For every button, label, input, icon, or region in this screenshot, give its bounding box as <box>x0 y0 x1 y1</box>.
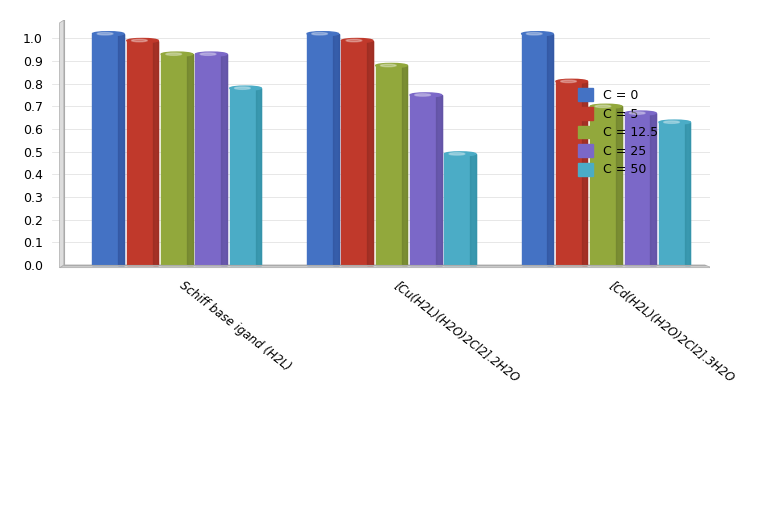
Ellipse shape <box>521 32 553 36</box>
Bar <box>548 34 553 265</box>
Bar <box>367 41 373 265</box>
Ellipse shape <box>92 32 124 36</box>
Bar <box>152 41 158 265</box>
Ellipse shape <box>629 112 645 114</box>
Bar <box>307 34 338 265</box>
Ellipse shape <box>307 32 338 36</box>
Ellipse shape <box>195 52 227 56</box>
Ellipse shape <box>556 80 588 84</box>
Ellipse shape <box>166 53 181 55</box>
Ellipse shape <box>624 111 656 115</box>
Ellipse shape <box>414 94 431 96</box>
Bar <box>651 113 656 265</box>
Bar <box>616 106 622 265</box>
Ellipse shape <box>561 80 577 83</box>
Ellipse shape <box>235 87 250 89</box>
Ellipse shape <box>200 53 216 55</box>
Bar <box>591 106 622 265</box>
Bar <box>436 95 441 265</box>
Ellipse shape <box>659 120 691 124</box>
Bar <box>624 113 656 265</box>
Bar <box>118 34 124 265</box>
Bar <box>341 41 373 265</box>
Ellipse shape <box>346 40 362 42</box>
Ellipse shape <box>664 121 679 123</box>
Bar <box>255 88 261 265</box>
Bar <box>333 34 338 265</box>
Polygon shape <box>59 265 712 268</box>
Bar <box>376 66 407 265</box>
Polygon shape <box>59 20 64 268</box>
Ellipse shape <box>410 93 441 97</box>
Bar <box>684 122 691 265</box>
Ellipse shape <box>341 38 373 43</box>
Bar <box>221 54 227 265</box>
Bar <box>659 122 691 265</box>
Ellipse shape <box>311 32 328 35</box>
Bar <box>401 66 407 265</box>
Ellipse shape <box>161 52 192 56</box>
Ellipse shape <box>526 32 542 35</box>
Ellipse shape <box>97 32 113 35</box>
Ellipse shape <box>381 64 396 67</box>
Bar <box>582 82 588 265</box>
Legend: C = 0, C = 5, C = 12.5, C = 25, C = 50: C = 0, C = 5, C = 12.5, C = 25, C = 50 <box>572 82 664 183</box>
Bar <box>470 154 476 265</box>
Bar <box>230 88 261 265</box>
Ellipse shape <box>591 104 622 108</box>
Bar <box>410 95 441 265</box>
Ellipse shape <box>444 152 476 156</box>
Bar <box>444 154 476 265</box>
Bar <box>92 34 124 265</box>
Bar <box>521 34 553 265</box>
Ellipse shape <box>595 105 611 108</box>
Ellipse shape <box>131 40 147 42</box>
Bar <box>195 54 227 265</box>
Ellipse shape <box>449 153 464 155</box>
Ellipse shape <box>376 64 407 68</box>
Ellipse shape <box>230 86 261 90</box>
Bar <box>127 41 158 265</box>
Bar <box>556 82 588 265</box>
Bar <box>187 54 192 265</box>
Bar <box>161 54 192 265</box>
Ellipse shape <box>127 38 158 43</box>
